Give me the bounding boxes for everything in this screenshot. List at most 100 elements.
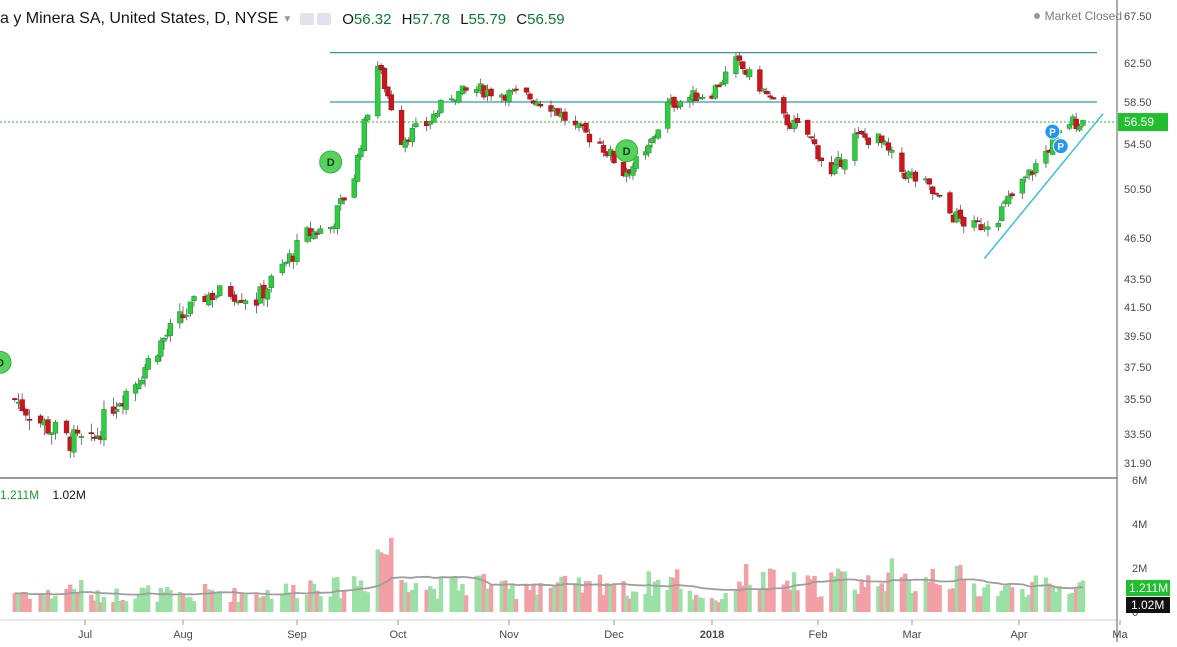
candle-body xyxy=(957,209,963,219)
volume-bar xyxy=(254,594,259,612)
volume-bar xyxy=(646,571,651,612)
candle-body xyxy=(760,88,766,91)
symbol-title[interactable]: a y Minera SA, United States, D, NYSE xyxy=(0,10,279,27)
eye-icon[interactable] xyxy=(300,13,315,25)
volume-bar xyxy=(269,598,274,612)
volume-bar xyxy=(335,577,340,612)
volume-bar xyxy=(328,596,333,612)
candle-body xyxy=(23,409,29,416)
volume-bar xyxy=(75,593,80,612)
volume-bar xyxy=(308,580,313,612)
volume-bar xyxy=(1030,582,1035,612)
candle-body xyxy=(764,90,770,95)
candle-body xyxy=(1019,178,1026,194)
candle-body xyxy=(723,71,729,84)
volume-bar xyxy=(559,576,564,612)
candle-body xyxy=(311,231,317,239)
volume-bar xyxy=(671,577,677,612)
volume-bar xyxy=(1077,582,1082,612)
volume-bar xyxy=(795,590,800,612)
volume-bar xyxy=(971,583,977,612)
volume-bar xyxy=(510,585,515,612)
volume-bar xyxy=(835,568,841,612)
candle-body xyxy=(45,419,51,434)
candle-body xyxy=(736,55,743,61)
candle-body xyxy=(38,415,44,424)
volume-bar xyxy=(733,590,739,612)
volume-bar xyxy=(481,574,487,612)
candle-body xyxy=(912,171,919,182)
volume-bar xyxy=(951,588,956,612)
candle-body xyxy=(623,171,630,177)
candle-body xyxy=(746,69,753,78)
split-marker xyxy=(1044,123,1061,140)
volume-bar xyxy=(527,590,533,612)
volume-bar xyxy=(531,583,536,612)
ohlc-values: O56.32 H57.78 L55.79 C56.59 xyxy=(342,11,570,28)
volume-bar xyxy=(217,592,222,612)
candle-body xyxy=(600,145,607,153)
candle-body xyxy=(398,109,405,145)
volume-bar xyxy=(161,591,167,612)
volume-bar xyxy=(315,590,320,612)
settings-icon[interactable] xyxy=(317,13,332,25)
volume-bar xyxy=(341,590,347,612)
candle-body xyxy=(71,429,77,453)
volume-bar xyxy=(389,537,394,612)
candle-body xyxy=(351,178,357,198)
price-tick-label: 39.50 xyxy=(1124,331,1152,343)
volume-bar xyxy=(534,594,540,612)
candle-body xyxy=(1033,163,1039,174)
volume-bar xyxy=(291,584,296,612)
volume-bar xyxy=(982,587,987,612)
volume-bar xyxy=(747,584,752,612)
candle-body xyxy=(620,162,627,176)
volume-bar xyxy=(239,593,245,612)
candle-body xyxy=(317,228,324,234)
volume-average-line xyxy=(14,575,1084,596)
volume-bar xyxy=(624,595,629,612)
low-label: L xyxy=(460,10,469,28)
candle-body xyxy=(375,65,381,117)
split-marker xyxy=(1052,138,1069,155)
volume-bar xyxy=(410,589,415,612)
volume-bar xyxy=(678,588,683,612)
price-tick-label: 58.50 xyxy=(1124,97,1152,109)
candle-body xyxy=(879,135,885,143)
volume-bar xyxy=(859,581,864,612)
candle-body xyxy=(155,355,161,363)
dividend-marker xyxy=(615,139,639,163)
market-status-label: Market Closed xyxy=(1044,9,1122,23)
candle-body xyxy=(74,429,81,434)
price-tick-label: 31.90 xyxy=(1124,458,1152,470)
volume-bar xyxy=(311,583,317,612)
volume-bar xyxy=(287,592,292,612)
candle-body xyxy=(474,89,480,93)
volume-bar xyxy=(771,569,776,612)
volume-bar xyxy=(146,585,151,612)
volume-bar xyxy=(720,599,725,612)
volume-bar xyxy=(294,598,300,612)
volume-bar xyxy=(975,596,980,612)
volume-average-badge-label: 1.02M xyxy=(1131,598,1164,612)
dividend-marker xyxy=(319,150,343,174)
candle-body xyxy=(101,409,107,441)
volume-bar xyxy=(1026,594,1032,612)
volume-tick-label: 2M xyxy=(1132,563,1147,575)
close-label: C xyxy=(516,10,528,28)
volume-bar xyxy=(378,552,384,612)
volume-bar xyxy=(133,598,138,612)
candle-body xyxy=(1043,150,1049,164)
chevron-down-icon[interactable]: ▼ xyxy=(282,13,293,25)
candle-body xyxy=(971,220,977,228)
volume-bar xyxy=(210,590,215,612)
candle-body xyxy=(974,220,981,223)
volume-bar xyxy=(243,594,248,612)
candle-body xyxy=(314,232,320,235)
volume-bar xyxy=(808,579,814,612)
candle-body xyxy=(381,68,388,89)
volume-bar xyxy=(98,602,104,612)
candle-body xyxy=(885,142,892,151)
